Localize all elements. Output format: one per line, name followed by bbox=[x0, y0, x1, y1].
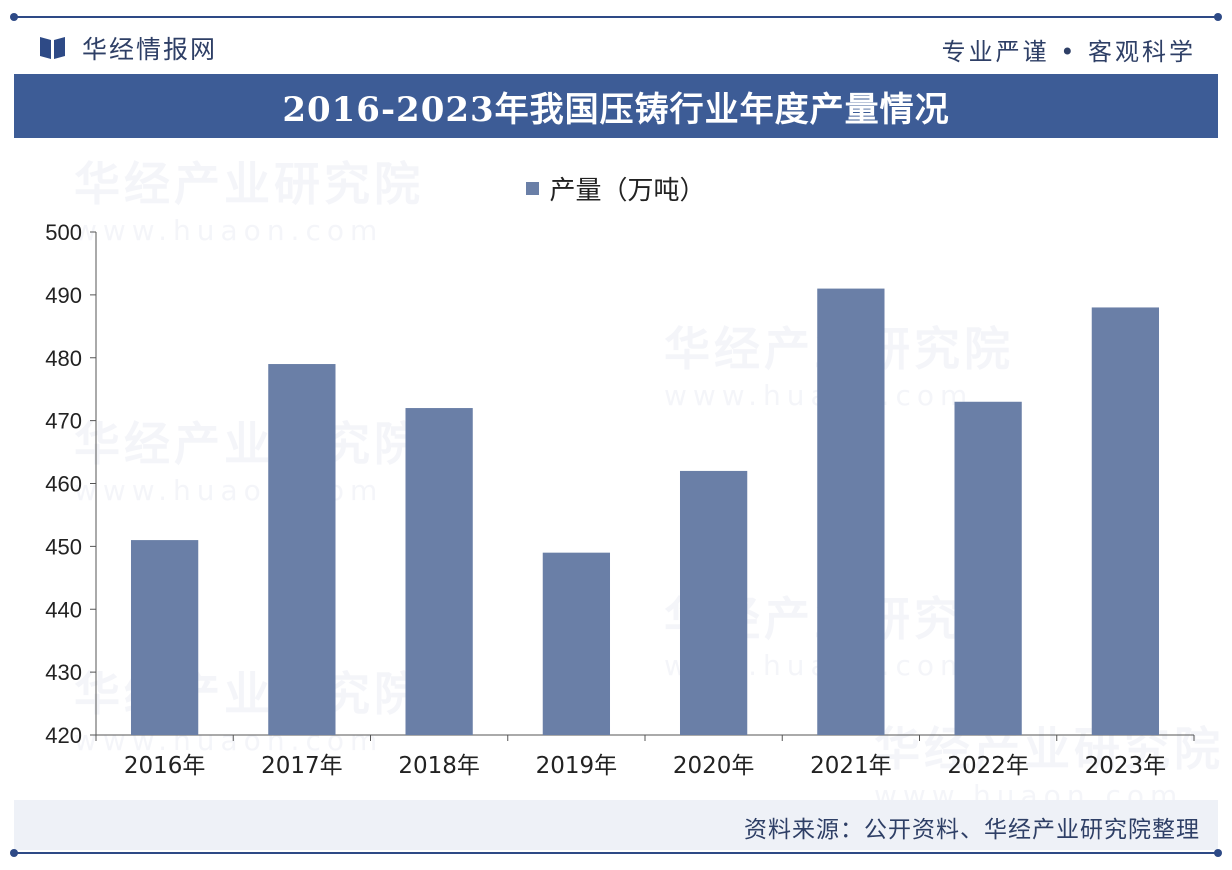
y-tick-label: 450 bbox=[45, 534, 82, 559]
y-tick-label: 490 bbox=[45, 283, 82, 308]
bar bbox=[954, 401, 1022, 735]
x-tick-label: 2016年 bbox=[124, 753, 206, 779]
bar bbox=[542, 552, 611, 735]
bar bbox=[1091, 307, 1160, 735]
bottom-divider bbox=[10, 849, 1222, 857]
x-tick-label: 2023年 bbox=[1085, 753, 1167, 779]
chart-title: 2016-2023年我国压铸行业年度产量情况 bbox=[282, 89, 950, 130]
x-tick-label: 2019年 bbox=[536, 753, 618, 779]
brand-logo-icon bbox=[40, 37, 65, 59]
chart-area: 华经产业研究院 www.huaon.com 华经产业研究院 www.huaon.… bbox=[14, 138, 1220, 812]
legend: 产量（万吨） bbox=[14, 170, 1218, 207]
legend-swatch bbox=[526, 182, 540, 195]
y-tick-label: 430 bbox=[45, 660, 82, 685]
y-tick-label: 440 bbox=[45, 597, 82, 622]
y-tick-label: 420 bbox=[45, 723, 82, 748]
bar-chart: 420 430 440 450 460 470 480 490 500 2016年 2017年 201… bbox=[45, 220, 1195, 779]
y-tick-label: 460 bbox=[45, 472, 82, 497]
x-tick-label: 2018年 bbox=[398, 753, 480, 779]
y-tick-label: 500 bbox=[45, 220, 82, 245]
x-tick-label: 2017年 bbox=[261, 753, 343, 779]
header: 华经情报网 专业严谨 • 客观科学 bbox=[14, 22, 1218, 70]
y-tick-label: 470 bbox=[45, 409, 82, 434]
x-tick-label: 2022年 bbox=[947, 753, 1029, 779]
title-bar: 2016-2023年我国压铸行业年度产量情况 bbox=[14, 74, 1218, 138]
bar bbox=[817, 288, 885, 735]
source-note: 资料来源：公开资料、华经产业研究院整理 bbox=[744, 817, 1200, 843]
x-tick-label: 2020年 bbox=[673, 753, 755, 779]
brand: 华经情报网 bbox=[40, 30, 217, 66]
top-divider bbox=[10, 13, 1222, 21]
legend-label: 产量（万吨） bbox=[549, 176, 706, 206]
bar bbox=[130, 540, 199, 735]
slogan: 专业严谨 • 客观科学 bbox=[941, 38, 1196, 66]
bar bbox=[268, 364, 336, 735]
bar bbox=[679, 470, 748, 735]
brand-name: 华经情报网 bbox=[82, 35, 218, 64]
x-tick-label: 2021年 bbox=[810, 753, 892, 779]
footer: 资料来源：公开资料、华经产业研究院整理 bbox=[14, 800, 1218, 850]
y-tick-label: 480 bbox=[45, 346, 82, 371]
bar bbox=[405, 408, 473, 735]
